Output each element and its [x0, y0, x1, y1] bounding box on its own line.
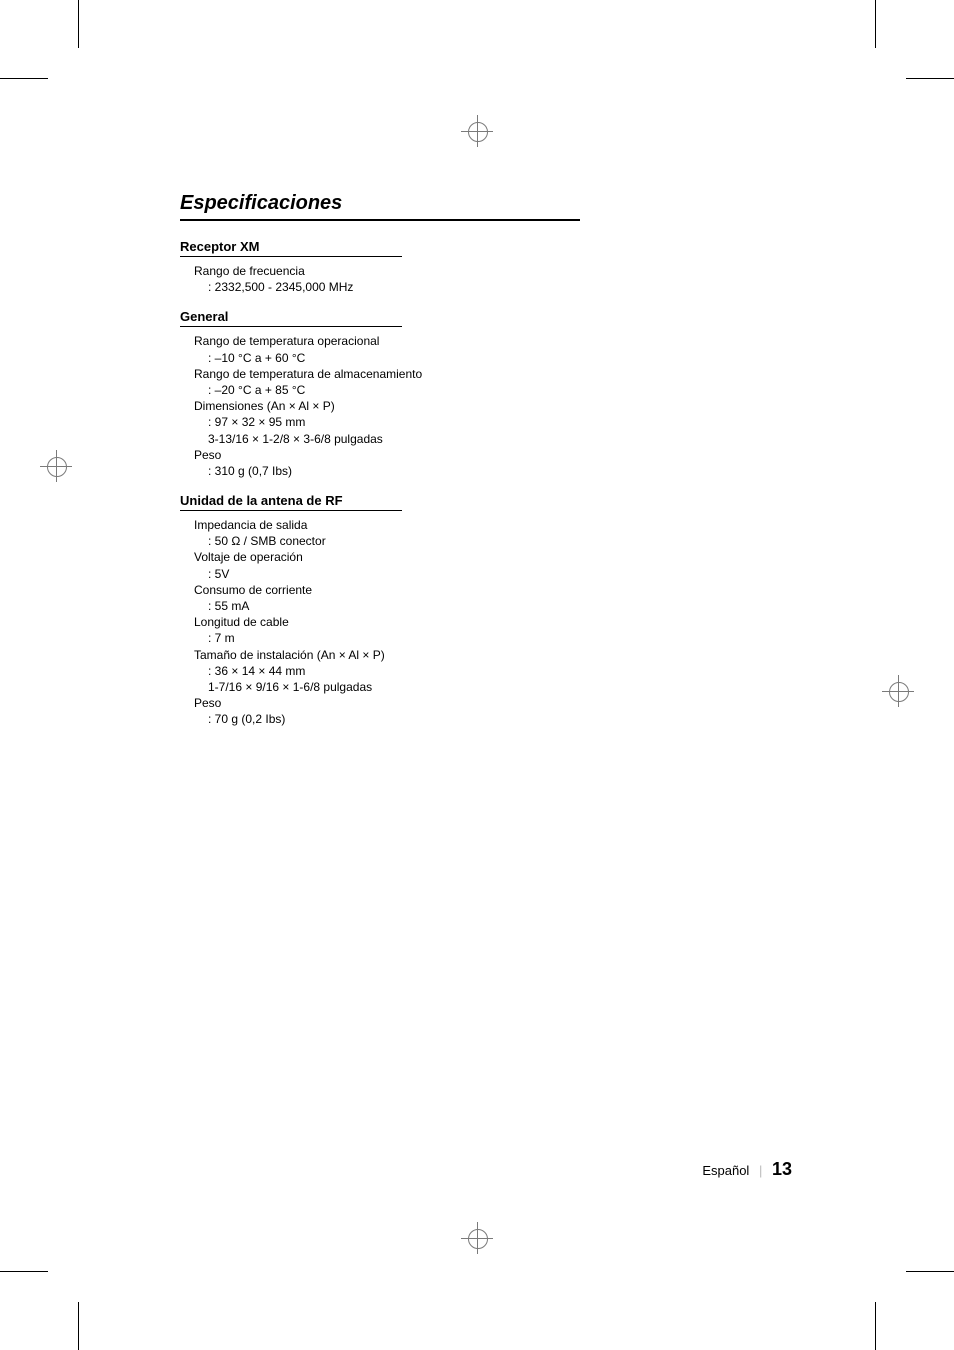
spec-label: Consumo de corriente: [194, 582, 580, 598]
spec-label: Rango de temperatura de almacenamiento: [194, 366, 580, 382]
spec-label: Rango de frecuencia: [194, 263, 580, 279]
crop-mark: [78, 0, 79, 48]
spec-value: : 5V: [208, 566, 580, 582]
page-content: Especificaciones Receptor XM Rango de fre…: [180, 192, 580, 742]
footer-page-number: 13: [772, 1159, 792, 1179]
section-heading: Receptor XM: [180, 239, 402, 257]
crop-mark: [78, 1302, 79, 1350]
spec-block: Impedancia de salida: 50 Ω / SMB conecto…: [194, 517, 580, 727]
registration-mark: [461, 115, 493, 147]
spec-label: Voltaje de operación: [194, 549, 580, 565]
registration-mark: [882, 675, 914, 707]
spec-section: Receptor XM Rango de frecuencia: 2332,500…: [180, 239, 580, 295]
spec-section: Unidad de la antena de RF Impedancia de s…: [180, 493, 580, 727]
spec-value: 3-13/16 × 1-2/8 × 3-6/8 pulgadas: [208, 431, 580, 447]
crop-mark: [875, 0, 876, 48]
spec-value: : –10 °C a + 60 °C: [208, 350, 580, 366]
section-heading: Unidad de la antena de RF: [180, 493, 402, 511]
spec-value: 1-7/16 × 9/16 × 1-6/8 pulgadas: [208, 679, 580, 695]
registration-mark: [40, 450, 72, 482]
spec-label: Impedancia de salida: [194, 517, 580, 533]
page-footer: Español | 13: [702, 1159, 792, 1180]
spec-value: : 310 g (0,7 Ibs): [208, 463, 580, 479]
footer-separator: |: [759, 1163, 762, 1178]
footer-language: Español: [702, 1163, 749, 1178]
spec-value: : 2332,500 - 2345,000 MHz: [208, 279, 580, 295]
crop-mark: [0, 1271, 48, 1272]
spec-label: Dimensiones (An × Al × P): [194, 398, 580, 414]
crop-mark: [906, 1271, 954, 1272]
spec-block: Rango de temperatura operacional: –10 °C…: [194, 333, 580, 479]
spec-value: : 97 × 32 × 95 mm: [208, 414, 580, 430]
spec-label: Peso: [194, 695, 580, 711]
spec-label: Rango de temperatura operacional: [194, 333, 580, 349]
spec-value: : 50 Ω / SMB conector: [208, 533, 580, 549]
spec-value: : 70 g (0,2 Ibs): [208, 711, 580, 727]
spec-value: : –20 °C a + 85 °C: [208, 382, 580, 398]
spec-label: Tamaño de instalación (An × Al × P): [194, 647, 580, 663]
crop-mark: [875, 1302, 876, 1350]
registration-mark: [461, 1222, 493, 1254]
spec-value: : 36 × 14 × 44 mm: [208, 663, 580, 679]
crop-mark: [0, 78, 48, 79]
spec-value: : 7 m: [208, 630, 580, 646]
spec-label: Peso: [194, 447, 580, 463]
spec-label: Longitud de cable: [194, 614, 580, 630]
spec-block: Rango de frecuencia: 2332,500 - 2345,000…: [194, 263, 580, 295]
spec-value: : 55 mA: [208, 598, 580, 614]
crop-mark: [906, 78, 954, 79]
page-title: Especificaciones: [180, 192, 580, 221]
section-heading: General: [180, 309, 402, 327]
spec-section: General Rango de temperatura operacional:…: [180, 309, 580, 479]
